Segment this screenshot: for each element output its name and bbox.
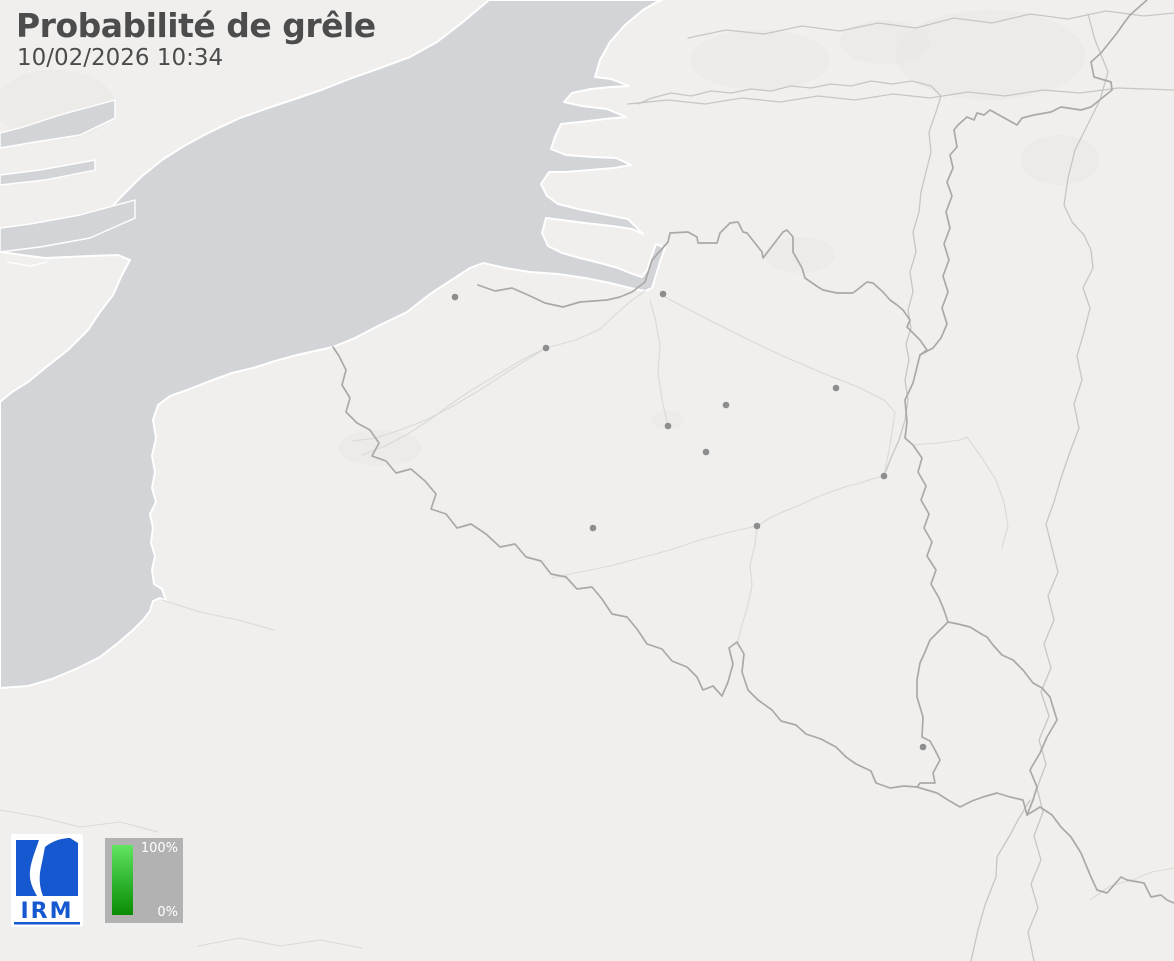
border-belgium-germany <box>904 354 949 623</box>
city-dot <box>832 384 840 392</box>
city-dot <box>753 522 761 530</box>
uk-estuaries <box>0 99 136 267</box>
city-dot <box>919 743 927 751</box>
city-dot <box>542 344 550 352</box>
logo-underline <box>14 922 80 925</box>
irm-logo: IRM <box>11 834 83 927</box>
rivers <box>0 10 1174 961</box>
legend-min-label: 0% <box>157 905 178 920</box>
urban-areas <box>0 10 1100 466</box>
probability-legend: 100% 0% <box>105 838 183 923</box>
border-belgium-netherlands <box>477 221 928 356</box>
border-luxembourg <box>916 621 1058 816</box>
city-dot <box>451 293 459 301</box>
country-borders <box>332 0 1174 904</box>
title-block: Probabilité de grêle 10/02/2026 10:34 <box>16 6 376 72</box>
city-dot <box>664 422 672 430</box>
timestamp: 10/02/2026 10:34 <box>17 45 224 72</box>
city-dot <box>880 472 888 480</box>
city-dot <box>722 401 730 409</box>
border-france-belgium <box>332 346 918 789</box>
page-title: Probabilité de grêle <box>16 6 376 45</box>
legend-gradient-bar <box>112 845 133 915</box>
city-dot <box>589 524 597 532</box>
city-dots <box>451 290 927 751</box>
north-sea <box>0 0 666 689</box>
city-dot <box>702 448 710 456</box>
border-netherlands-germany <box>919 0 1148 356</box>
border-france-germany <box>1026 806 1174 904</box>
irm-emblem-icon <box>16 838 78 896</box>
legend-max-label: 100% <box>140 841 178 856</box>
city-dot <box>659 290 667 298</box>
irm-logo-text: IRM <box>20 899 73 924</box>
irm-logo-graphic: IRM <box>11 834 83 927</box>
